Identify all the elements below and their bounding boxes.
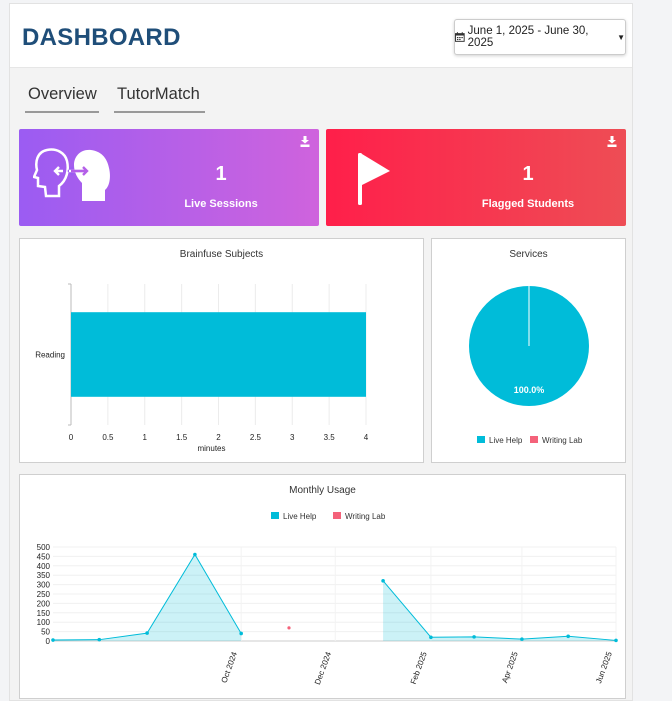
x-tick-label: 2.5 (250, 433, 262, 442)
flagged-students-label: Flagged Students (481, 198, 575, 210)
legend-swatch (333, 512, 341, 519)
data-point (381, 579, 385, 583)
x-tick-label: 0 (69, 433, 74, 442)
data-point (520, 637, 524, 641)
y-tick-label: 100 (37, 618, 51, 627)
date-range-picker[interactable]: June 1, 2025 - June 30, 2025 ▼ (454, 19, 626, 55)
tab-overview[interactable]: Overview (25, 81, 99, 113)
legend-label: Live Help (283, 512, 317, 521)
legend-swatch (530, 436, 538, 443)
area-fill (383, 580, 616, 641)
x-tick-label: 1 (143, 433, 148, 442)
series-line (382, 580, 617, 641)
brainfuse-subjects-panel: Brainfuse Subjects 0 0.5 1 1.5 2 2.5 3 3.5 4 Read… (19, 238, 424, 463)
flagged-students-value: 1 (522, 163, 534, 185)
y-tick-label: 0 (46, 637, 51, 646)
data-point (614, 638, 618, 643)
y-tick-label: 50 (41, 628, 50, 637)
x-tick-label: Oct 2024 (219, 650, 239, 684)
flag-icon (358, 153, 390, 205)
x-tick-label: 1.5 (176, 433, 188, 442)
dashboard-page: DASHBOARD June 1, 2025 - June 30, 2025 ▼… (9, 3, 633, 701)
x-tick-label: 0.5 (102, 433, 114, 442)
legend-label: Live Help (489, 436, 523, 445)
data-point (97, 637, 102, 642)
area-fill (53, 554, 242, 641)
chart-title: Services (509, 249, 548, 260)
header: DASHBOARD June 1, 2025 - June 30, 2025 ▼ (10, 4, 632, 68)
services-chart: 100.0% Live Help Writing Lab (469, 286, 589, 445)
monthly-usage-chart: Live Help Writing Lab 05010015020025030035… (37, 512, 618, 686)
x-tick-label: Apr 2025 (500, 650, 520, 684)
live-sessions-card: 1 Live Sessions (19, 129, 319, 226)
x-tick-label: 4 (364, 433, 369, 442)
y-tick-label: 200 (37, 599, 51, 608)
live-sessions-label: Live Sessions (184, 198, 258, 210)
calendar-icon (455, 32, 465, 42)
brainfuse-subjects-chart: 0 0.5 1 1.5 2 2.5 3 3.5 4 Reading minutes (35, 283, 369, 453)
legend-label: Writing Lab (542, 436, 583, 445)
legend-label: Writing Lab (345, 512, 386, 521)
y-tick-label: 250 (37, 590, 51, 599)
data-point (472, 635, 476, 639)
data-point (287, 626, 291, 630)
x-tick-label: Jun 2025 (594, 650, 614, 685)
chart-title: Brainfuse Subjects (179, 249, 264, 260)
data-point (566, 634, 570, 639)
y-tick-label: Reading (35, 351, 65, 360)
bar (71, 312, 366, 397)
y-tick-label: 150 (37, 609, 51, 618)
tab-bar: Overview TutorMatch (10, 69, 632, 119)
data-point (51, 638, 55, 642)
y-tick-label: 300 (37, 581, 51, 590)
page-title: DASHBOARD (22, 24, 181, 51)
date-range-text: June 1, 2025 - June 30, 2025 (467, 25, 589, 49)
monthly-usage-panel: Monthly Usage Live Help Writing Lab 0 50 100… (19, 474, 626, 699)
live-sessions-value: 1 (215, 163, 227, 185)
slice-label: 100.0% (514, 385, 545, 395)
flagged-students-card: 1 Flagged Students (326, 129, 626, 226)
x-tick-label: Dec 2024 (313, 650, 333, 686)
chevron-down-icon: ▼ (617, 32, 625, 42)
people-exchange-icon (33, 148, 110, 201)
legend-swatch (271, 512, 279, 519)
data-point (193, 552, 197, 557)
y-tick-label: 450 (37, 552, 51, 561)
y-tick-label: 350 (37, 571, 51, 580)
x-tick-label: 3 (290, 433, 295, 442)
x-axis-label: minutes (197, 444, 225, 453)
y-tick-label: 400 (37, 562, 51, 571)
x-tick-label: 2 (216, 433, 221, 442)
legend-swatch (477, 436, 485, 443)
x-tick-label: Feb 2025 (409, 650, 429, 685)
data-point (239, 631, 243, 636)
data-point (145, 631, 149, 635)
download-icon[interactable] (300, 136, 310, 147)
y-tick-label: 500 (37, 543, 51, 552)
data-point (429, 635, 433, 640)
tab-tutormatch[interactable]: TutorMatch (114, 81, 205, 113)
x-tick-label: 3.5 (324, 433, 336, 442)
download-icon[interactable] (607, 136, 617, 147)
chart-title: Monthly Usage (289, 485, 356, 496)
services-panel: Services 100.0% Live Help Writing Lab (431, 238, 626, 463)
